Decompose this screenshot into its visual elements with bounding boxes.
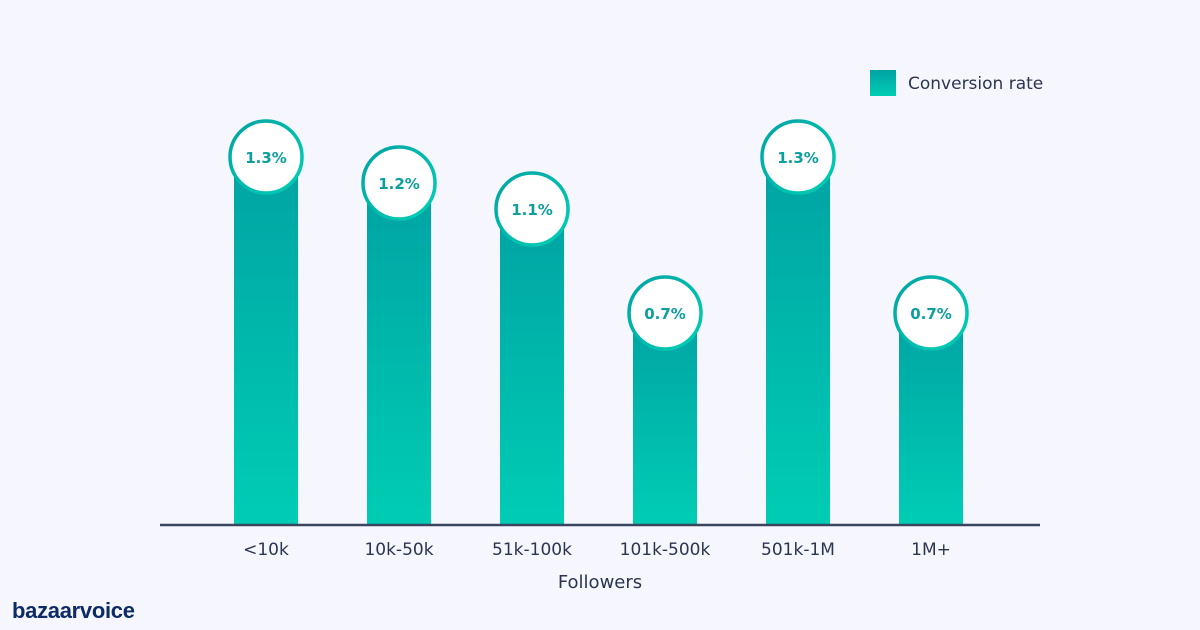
data-label: 0.7%: [644, 305, 686, 323]
x-tick-label: 101k-500k: [620, 540, 711, 560]
data-label-bubble: [228, 119, 304, 195]
legend-swatch: [870, 70, 896, 96]
data-label-bubble: [494, 171, 570, 247]
bar: [367, 183, 431, 525]
bazaarvoice-logo: bazaarvoice: [12, 598, 135, 623]
x-tick-label: 1M+: [911, 540, 951, 560]
data-label: 1.2%: [378, 175, 420, 193]
data-label-bubble: [760, 119, 836, 195]
data-label-bubble: [627, 275, 703, 351]
bar: [234, 157, 298, 525]
data-label: 1.1%: [511, 201, 553, 219]
legend-label: Conversion rate: [908, 74, 1043, 94]
x-tick-label: <10k: [243, 540, 289, 560]
data-label-bubble: [361, 145, 437, 221]
bar: [766, 157, 830, 525]
data-label: 1.3%: [777, 149, 819, 167]
data-label: 1.3%: [245, 149, 287, 167]
x-axis-label: Followers: [558, 572, 642, 593]
x-tick-label: 51k-100k: [492, 540, 572, 560]
data-label-bubble: [893, 275, 969, 351]
x-tick-label: 501k-1M: [761, 540, 835, 560]
bar: [500, 209, 564, 525]
data-label: 0.7%: [910, 305, 952, 323]
x-tick-label: 10k-50k: [364, 540, 433, 560]
